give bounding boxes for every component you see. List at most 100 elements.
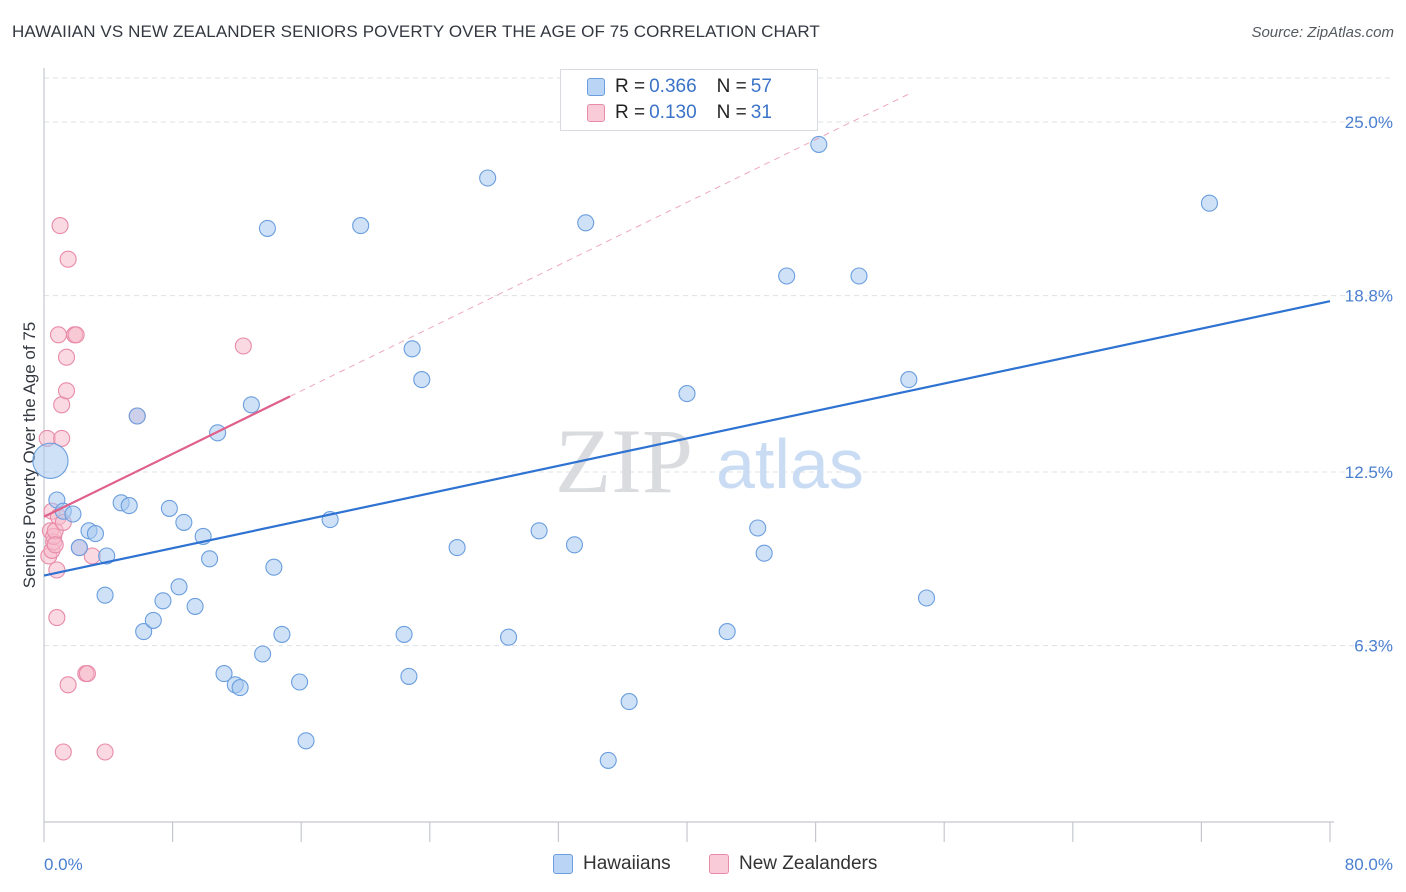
hawaiian-point [64,505,82,523]
legend-r-label: R = [615,76,646,97]
legend-r-value: 0.366 [649,76,697,97]
hawaiian-point [128,407,146,425]
y-tick-label: 6.3% [1354,637,1393,656]
hawaiian-point [395,625,413,643]
hawaiian-point [678,385,696,403]
hawaiian-point [565,536,584,554]
hawaiian-point [500,628,518,646]
new-zealander-point [67,326,85,344]
hawaiian-point [96,586,114,604]
hawaiian-point [620,693,638,711]
hawaiian-point [231,679,249,697]
hawaiian-point [400,667,418,685]
hawaiian-point [170,578,188,596]
new-zealander-point [59,250,77,268]
hawaiian-point [273,625,291,643]
hawaiian-point [448,539,466,557]
new-zealander-point [57,348,76,366]
new-zealanders-trend-extension [289,93,910,397]
bottom-legend-label: Hawaiians [583,853,671,874]
tick-labels: 6.3% 12.5% 18.8% 25.0% 0.0% 80.0% [44,113,1393,874]
hawaiian-point [265,558,283,576]
legend-n-value: 57 [750,76,772,97]
y-tick-label: 25.0% [1345,113,1393,132]
chart-title: HAWAIIAN VS NEW ZEALANDER SENIORS POVERT… [12,22,820,41]
legend-swatch-pink [587,104,605,122]
hawaiian-point [352,217,370,235]
hawaiian-point [186,597,204,615]
new-zealander-point [48,609,66,627]
watermark: ZIP atlas [555,410,864,512]
new-zealander-point [53,429,71,447]
new-zealander-point [234,337,252,355]
hawaiian-point [718,623,736,641]
legend-r-value: 0.130 [649,102,697,123]
hawaiian-point [32,442,69,479]
new-zealander-point [51,217,69,235]
watermark-zip: ZIP [555,410,693,512]
grid-lines [44,77,1392,647]
watermark-atlas: atlas [716,425,864,503]
hawaiian-point [297,732,315,750]
hawaiian-point [144,611,162,629]
hawaiian-point [175,513,193,531]
hawaiian-point [201,550,219,568]
new-zealander-point [49,326,68,344]
new-zealander-point [57,382,76,400]
hawaiian-point [135,623,153,641]
trend-lines [43,93,1331,577]
legend-n-label: N = [716,102,747,123]
bottom-legend-new-zealanders: New Zealanders [709,852,877,876]
legend-row-hawaiians: R = 0.366 N = 57 [587,75,772,99]
legend-swatch-blue [587,78,605,96]
hawaiian-point [577,214,595,232]
hawaiian-point [403,340,421,358]
hawaiian-point [154,592,172,610]
hawaiian-point [810,135,828,153]
new-zealander-point [48,561,66,579]
source-label: Source: ZipAtlas.com [1251,24,1394,41]
data-points [32,135,1218,769]
hawaiian-point [778,267,796,285]
hawaiian-point [291,673,309,691]
legend-r-label: R = [615,102,646,123]
new-zealander-point [59,676,77,694]
new-zealander-point [46,536,64,554]
y-tick-label: 18.8% [1345,287,1393,306]
hawaiian-point [160,499,178,517]
hawaiian-point [413,371,431,389]
bottom-legend-swatch-blue [553,854,573,874]
y-tick-label: 12.5% [1345,463,1393,482]
hawaiian-point [70,539,88,557]
hawaiian-point [98,547,116,565]
legend-n-value: 31 [750,102,772,123]
hawaiian-point [900,371,918,389]
hawaiian-point [479,169,497,187]
hawaiian-point [755,544,773,562]
legend-n-label: N = [716,76,747,97]
x-tick-label: 0.0% [44,855,83,874]
new-zealander-point [78,665,96,683]
hawaiian-point [917,589,936,607]
bottom-legend-swatch-pink [709,854,729,874]
correlation-legend: R = 0.366 N = 57 R = 0.130 N = 31 [560,69,818,131]
hawaiian-point [258,219,276,237]
hawaiian-point [599,751,617,769]
new-zealander-point [96,743,114,761]
hawaiian-point [530,522,548,540]
hawaiian-point [242,396,260,414]
bottom-legend-label: New Zealanders [739,853,878,874]
hawaiian-point [1200,194,1218,212]
legend-row-new-zealanders: R = 0.130 N = 31 [587,101,772,125]
x-tick-label: 80.0% [1345,855,1393,874]
new-zealanders-trend-line [43,395,291,518]
hawaiian-point [215,665,233,683]
hawaiians-trend-line [43,300,1331,577]
hawaiian-point [254,645,272,663]
new-zealander-point [54,743,72,761]
hawaiian-point [850,267,868,285]
hawaiian-point [749,519,767,537]
hawaiian-point [120,497,138,515]
hawaiian-point [86,525,104,543]
